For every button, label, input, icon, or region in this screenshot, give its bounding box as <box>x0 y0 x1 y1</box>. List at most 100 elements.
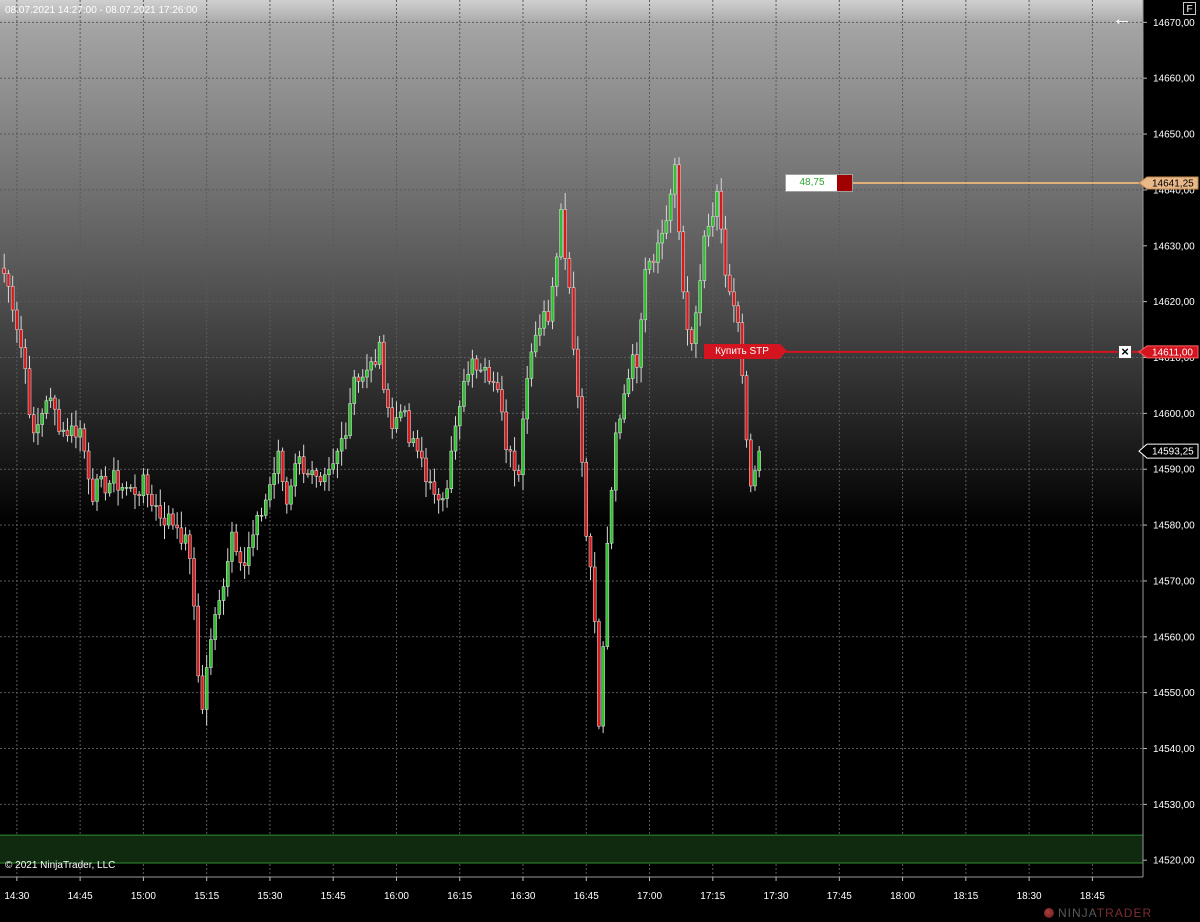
candle-body <box>247 547 251 566</box>
x-tick-label: 16:45 <box>574 891 599 902</box>
candle-body <box>23 347 28 369</box>
candle-body <box>242 562 247 566</box>
candle-body <box>369 361 373 371</box>
candle-body <box>183 534 188 544</box>
candle-body <box>297 456 302 464</box>
candle-body <box>137 494 141 497</box>
y-tick-label: 14560,00 <box>1153 632 1195 643</box>
candle-body <box>272 473 276 485</box>
candle-body <box>614 432 618 491</box>
candle-body <box>517 470 521 476</box>
ninjatrader-logo: NINJATRADER <box>1044 906 1152 920</box>
candle-body <box>664 220 669 234</box>
candle-body <box>732 291 736 307</box>
candle-body <box>719 191 723 230</box>
candle-body <box>685 291 690 330</box>
x-tick-label: 15:45 <box>321 891 346 902</box>
candle-body <box>204 667 209 710</box>
candle-body <box>6 273 11 287</box>
candle-body <box>310 470 314 476</box>
candle-body <box>668 193 673 221</box>
y-tick-label: 14550,00 <box>1153 688 1195 699</box>
candle-body <box>352 376 357 404</box>
target-order-close-button[interactable] <box>837 174 852 191</box>
candle-body <box>221 586 226 601</box>
candle-body <box>74 425 78 438</box>
x-tick-label: 18:45 <box>1080 891 1105 902</box>
candle-body <box>529 351 534 379</box>
candle-body <box>651 260 656 263</box>
y-tick-label: 14620,00 <box>1153 297 1195 308</box>
candle-body <box>360 376 365 382</box>
candle-body <box>289 485 293 505</box>
candle-body <box>373 361 378 365</box>
ninjatrader-logo-icon <box>1044 908 1054 918</box>
candle-body <box>521 418 525 476</box>
candle-body <box>462 380 466 407</box>
candle-body <box>27 368 32 416</box>
candle-body <box>715 191 719 217</box>
candle-body <box>622 393 626 420</box>
x-tick-label: 18:15 <box>953 891 978 902</box>
candle-body <box>107 482 112 494</box>
candle-body <box>635 354 639 368</box>
candle-body <box>112 470 116 484</box>
y-tick-label: 14600,00 <box>1153 409 1195 420</box>
candle-body <box>276 450 281 474</box>
candle-body <box>10 286 15 311</box>
candle-body <box>285 481 289 505</box>
candle-body <box>386 389 390 409</box>
y-tick-label: 14580,00 <box>1153 521 1195 532</box>
candle-body <box>660 232 664 244</box>
y-tick-label: 14610,00 <box>1153 353 1195 364</box>
candle-body <box>120 487 125 491</box>
candle-body <box>571 287 576 350</box>
candle-body <box>702 235 707 281</box>
x-tick-label: 14:30 <box>4 891 29 902</box>
candle-body <box>175 524 179 529</box>
candle-body <box>158 505 163 519</box>
candle-body <box>449 450 454 490</box>
candle-body <box>525 378 529 420</box>
last-price-flag <box>1138 443 1199 459</box>
candle-body <box>188 534 192 559</box>
target-price-label: 14641,25 <box>1152 178 1194 189</box>
candle-body <box>78 428 82 438</box>
candle-body <box>487 367 492 382</box>
candle-body <box>588 536 593 568</box>
candle-body <box>554 256 559 287</box>
candle-body <box>542 311 546 329</box>
arrow-left-icon[interactable]: ← <box>1112 8 1132 30</box>
candle-body <box>398 411 403 418</box>
x-tick-label: 14:45 <box>68 891 93 902</box>
x-tick-label: 15:15 <box>194 891 219 902</box>
copyright-label: © 2021 NinjaTrader, LLC <box>5 860 116 871</box>
candle-body <box>550 286 555 322</box>
candle-body <box>226 561 230 587</box>
f-badge-button[interactable]: F <box>1183 2 1196 15</box>
candle-body <box>736 305 740 323</box>
target-order-pnl-box[interactable]: 48,75 <box>785 173 853 192</box>
candle-body <box>166 513 171 526</box>
candle-body <box>424 457 428 483</box>
candle-body <box>744 375 749 441</box>
cancel-order-icon[interactable]: × <box>1118 344 1132 359</box>
candle-body <box>306 473 310 476</box>
candle-body <box>133 487 137 495</box>
candle-body <box>145 474 150 495</box>
candle-body <box>639 319 643 368</box>
candle-body <box>559 209 563 258</box>
candle-body <box>656 242 660 263</box>
candle-body <box>356 376 361 382</box>
candle-body <box>609 489 614 544</box>
stop-order-label[interactable]: Купить STP <box>704 344 787 360</box>
y-tick-label: 14530,00 <box>1153 800 1195 811</box>
x-tick-label: 16:15 <box>447 891 472 902</box>
candle-body <box>749 439 753 487</box>
y-tick-label: 14650,00 <box>1153 130 1195 141</box>
candle-body <box>394 417 399 429</box>
candle-body <box>538 327 542 336</box>
candle-body <box>441 498 445 501</box>
